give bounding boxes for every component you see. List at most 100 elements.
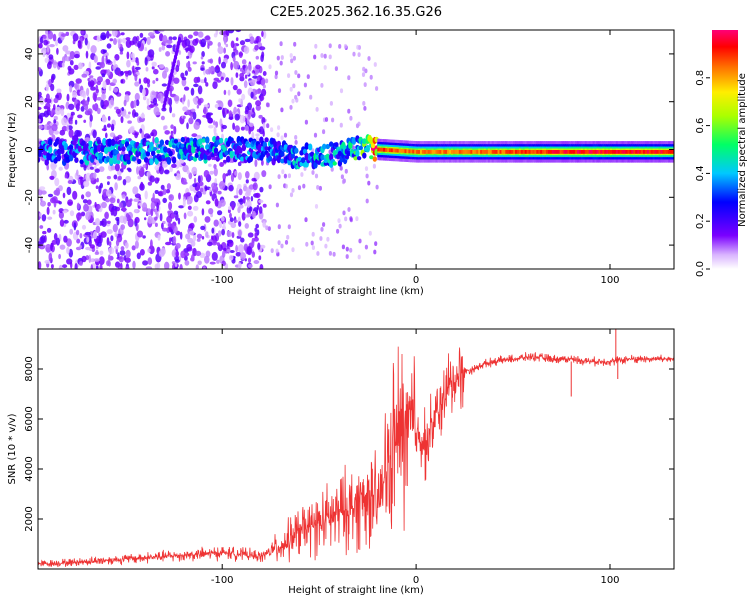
noise-speck: [55, 94, 59, 99]
noise-speck: [157, 234, 161, 241]
ridge-band: [557, 150, 561, 154]
ridge-mark: [152, 147, 158, 151]
noise-speck: [125, 213, 129, 219]
noise-speck: [110, 165, 116, 171]
noise-speck: [173, 210, 179, 215]
noise-speck: [320, 83, 324, 88]
noise-speck: [207, 43, 210, 49]
ridge-mark: [110, 144, 116, 151]
ridge-mark: [96, 144, 102, 152]
noise-speck: [139, 128, 143, 134]
ridge-mark: [110, 138, 116, 146]
noise-speck: [228, 255, 234, 261]
ridge-band: [416, 150, 419, 154]
ridge-band: [487, 150, 491, 154]
ridge-mark: [226, 155, 231, 163]
noise-speck: [226, 249, 231, 253]
noise-speck: [95, 66, 101, 70]
noise-speck: [47, 30, 54, 40]
ridge-mark: [95, 152, 100, 158]
noise-speck: [318, 185, 322, 191]
ridge-band: [528, 150, 532, 154]
noise-speck: [242, 195, 246, 204]
noise-speck: [252, 210, 256, 219]
noise-speck: [171, 223, 175, 230]
colorbar-tick-label: 0.0: [695, 261, 706, 277]
noise-speck: [103, 100, 109, 107]
noise-speck: [104, 211, 109, 220]
y-tick-label: 2000: [24, 506, 35, 531]
noise-speck: [164, 261, 170, 269]
noise-speck: [339, 122, 343, 128]
ridge-band: [652, 150, 656, 154]
noise-speck: [82, 98, 86, 108]
noise-speck: [127, 111, 131, 115]
ridge-mark: [198, 138, 203, 145]
noise-speck: [245, 179, 249, 184]
ridge-mark: [257, 144, 262, 153]
noise-speck: [323, 53, 327, 59]
noise-speck: [89, 166, 94, 170]
noise-speck: [180, 250, 186, 259]
noise-speck: [241, 93, 246, 101]
noise-speck: [230, 40, 235, 49]
noise-speck: [292, 83, 296, 89]
noise-speck: [252, 75, 258, 79]
noise-speck: [166, 44, 173, 49]
noise-speck: [101, 201, 107, 209]
ridge-band: [569, 150, 572, 154]
ridge-mark: [206, 155, 212, 161]
ridge-mark: [55, 138, 60, 145]
noise-speck: [244, 258, 247, 262]
noise-speck: [202, 266, 206, 269]
noise-speck: [293, 41, 297, 47]
ridge-mark: [158, 155, 163, 162]
noise-speck: [262, 122, 266, 129]
noise-speck: [122, 206, 126, 213]
noise-speck: [44, 98, 48, 103]
noise-speck: [134, 132, 139, 139]
noise-speck: [184, 38, 191, 47]
noise-speck: [112, 223, 118, 233]
noise-speck: [151, 66, 155, 70]
ridge-band: [396, 148, 400, 153]
ridge-band: [449, 150, 452, 154]
noise-speck: [64, 173, 68, 179]
noise-speck: [80, 106, 85, 112]
noise-speck: [125, 175, 132, 183]
noise-speck: [133, 198, 140, 202]
noise-speck: [284, 240, 289, 245]
noise-speck: [66, 186, 72, 196]
ridge-mark: [77, 145, 83, 152]
noise-speck: [149, 175, 155, 183]
noise-speck: [237, 244, 244, 254]
noise-speck: [86, 236, 90, 243]
noise-speck: [300, 172, 304, 177]
noise-speck: [200, 225, 206, 231]
noise-speck: [338, 223, 342, 229]
noise-speck: [234, 125, 240, 133]
noise-speck: [200, 56, 204, 60]
noise-speck: [235, 30, 242, 33]
noise-speck: [85, 172, 92, 181]
noise-speck: [230, 62, 234, 71]
noise-speck: [208, 208, 214, 215]
colorbar-label: Normalized spectral amplitude: [737, 73, 748, 227]
noise-speck: [276, 55, 280, 61]
noise-speck: [96, 35, 101, 42]
snr-y-ticks: 2000 4000 6000 8000: [24, 356, 674, 532]
noise-speck: [140, 113, 145, 119]
noise-speck: [107, 181, 110, 186]
noise-speck: [345, 246, 349, 252]
noise-speck: [287, 173, 291, 179]
noise-speck: [199, 187, 204, 193]
noise-speck: [183, 212, 187, 220]
noise-speck: [76, 202, 80, 210]
ridge-mark: [98, 152, 104, 160]
noise-speck: [243, 46, 250, 54]
noise-speck: [244, 74, 248, 79]
noise-speck: [117, 175, 122, 181]
noise-speck: [287, 73, 291, 78]
noise-speck: [246, 200, 252, 208]
noise-speck: [142, 235, 146, 239]
